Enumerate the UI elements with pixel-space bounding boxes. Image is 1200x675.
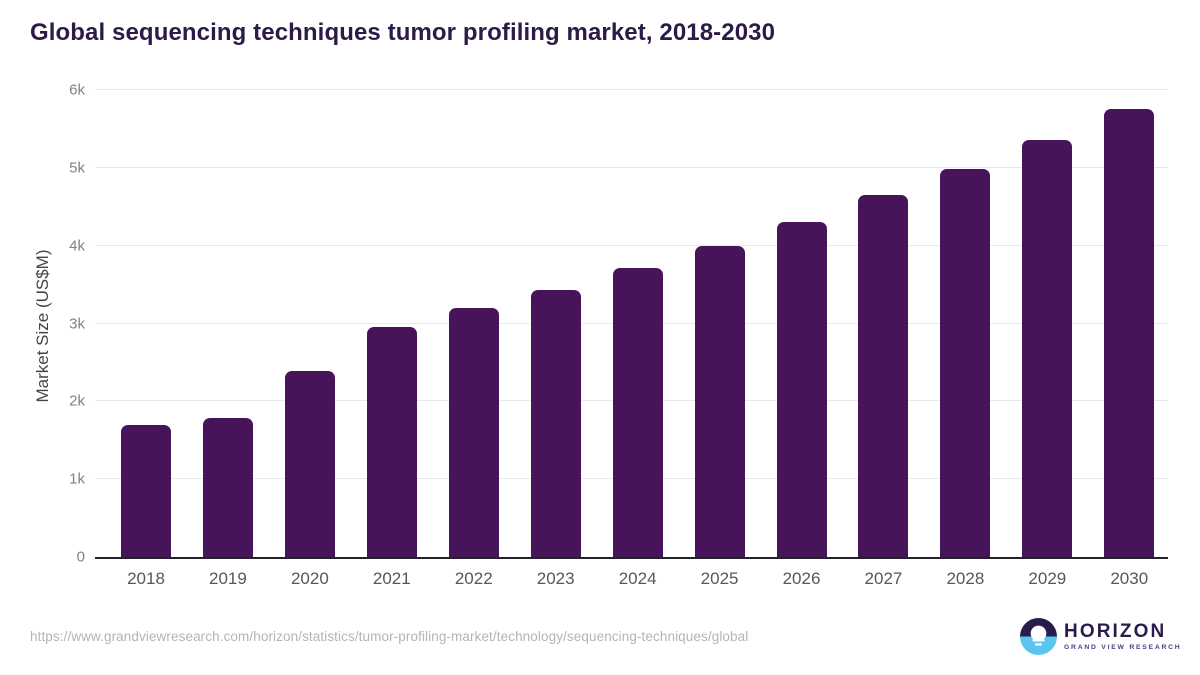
- x-tick-label: 2030: [1110, 569, 1149, 588]
- chart-title: Global sequencing techniques tumor profi…: [30, 19, 776, 46]
- x-tick-label: 2020: [290, 569, 329, 588]
- x-tick-label: 2023: [536, 569, 575, 588]
- bar-2019[interactable]: [202, 417, 253, 557]
- bar-2024[interactable]: [612, 267, 663, 557]
- x-tick-label: 2018: [127, 569, 165, 588]
- x-tick-label: 2025: [700, 569, 739, 588]
- bar-2023[interactable]: [530, 290, 581, 557]
- bar-2029[interactable]: [1022, 140, 1073, 557]
- y-tick-label: 1k: [69, 470, 85, 488]
- y-tick-label: 5k: [69, 159, 85, 177]
- gridline: [95, 244, 1168, 246]
- x-tick-label: 2026: [782, 569, 821, 588]
- plot-area: 0 1k 2k 3k 4k 5k 6k: [69, 82, 1168, 566]
- x-tick-label: 2022: [454, 569, 493, 588]
- bar-2022[interactable]: [448, 307, 499, 557]
- logo-text: HORIZON GRAND VIEW RESEARCH: [1064, 622, 1181, 651]
- y-tick-label: 4k: [69, 237, 85, 255]
- source-url: https://www.grandviewresearch.com/horizo…: [30, 629, 749, 644]
- bar-2030[interactable]: [1104, 109, 1155, 557]
- x-tick-label: 2027: [864, 569, 903, 588]
- bar-2026[interactable]: [776, 221, 827, 557]
- bar-2028[interactable]: [940, 168, 991, 557]
- horizon-logo-icon: [1020, 618, 1057, 655]
- logo-title: HORIZON: [1064, 621, 1167, 643]
- x-tick-label: 2029: [1028, 569, 1067, 588]
- bar-2021[interactable]: [366, 327, 417, 557]
- y-tick-label: 0: [76, 548, 85, 566]
- y-tick-label: 6k: [69, 81, 85, 99]
- bar-2027[interactable]: [858, 195, 909, 557]
- x-axis-labels: 2018 2019 2020 2021 2022 2023 2024 2025 2026 2027…: [95, 569, 1168, 595]
- x-tick-label: 2028: [946, 569, 985, 588]
- gridline: [95, 89, 1168, 90]
- horizon-logo: HORIZON GRAND VIEW RESEARCH: [1020, 618, 1181, 655]
- gridline: [95, 166, 1168, 168]
- y-axis-title: Market Size (US$M): [33, 249, 52, 403]
- y-tick-label: 2k: [69, 392, 85, 410]
- x-tick-label: 2019: [209, 569, 247, 588]
- bar-2020[interactable]: [284, 370, 335, 557]
- y-tick-label: 3k: [69, 315, 85, 332]
- x-tick-label: 2021: [372, 569, 411, 588]
- bar-2018[interactable]: [121, 424, 171, 557]
- logo-subtitle: GRAND VIEW RESEARCH: [1064, 643, 1182, 651]
- x-tick-label: 2024: [618, 569, 657, 588]
- bar-2025[interactable]: [694, 245, 745, 557]
